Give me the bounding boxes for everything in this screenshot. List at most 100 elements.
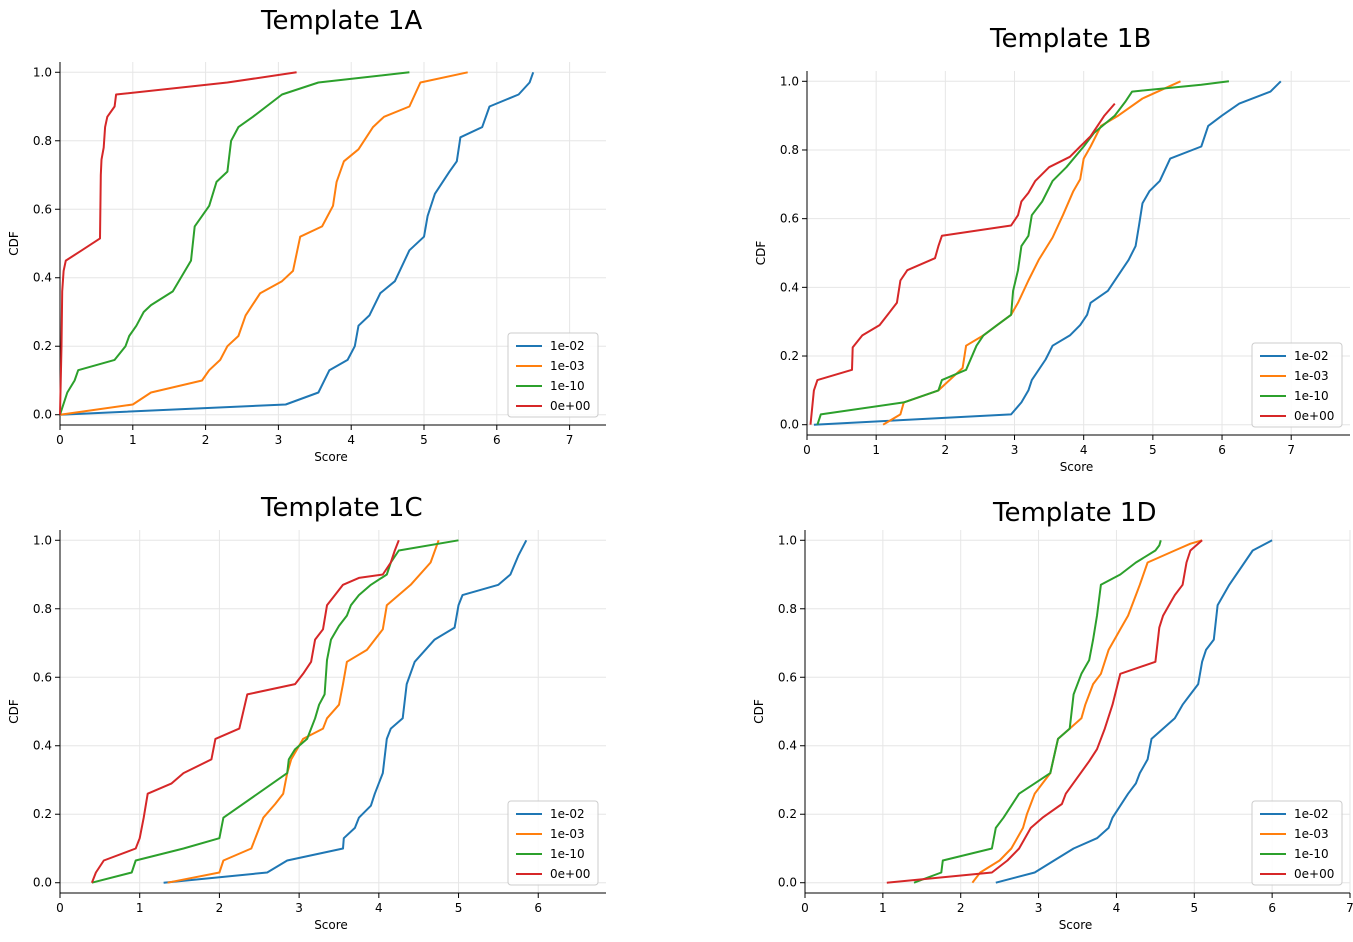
legend-entry: 0e+00 xyxy=(1294,867,1334,881)
chart-title: Template 1D xyxy=(993,498,1157,528)
series-lines xyxy=(809,80,1282,426)
y-tick-label: 0.0 xyxy=(33,876,52,890)
series-lines xyxy=(886,539,1273,884)
x-axis-label: Score xyxy=(1059,918,1093,932)
legend: 1e-02 1e-03 1e-10 0e+00 xyxy=(1251,342,1343,428)
x-tick-label: 5 xyxy=(420,433,428,447)
legend-entry: 1e-02 xyxy=(1294,807,1329,821)
legend-entry: 1e-02 xyxy=(1294,349,1329,363)
y-tick-label: 0.2 xyxy=(33,339,52,353)
series-line-1e-02 xyxy=(995,539,1273,884)
chart-title: Template 1A xyxy=(261,6,423,36)
x-tick-label: 6 xyxy=(1218,443,1226,457)
x-tick-label: 7 xyxy=(1346,901,1353,915)
panel-template-1a: Template 1A 0 1 2 3 4 5 6 7 0.0 0.2 0.4 0.6 0.8 1.0 Sc… xyxy=(0,0,676,471)
x-tick-label: 2 xyxy=(216,901,224,915)
x-tick-label: 4 xyxy=(1080,443,1088,457)
x-tick-label: 7 xyxy=(1287,443,1295,457)
y-tick-label: 0.0 xyxy=(778,876,797,890)
x-tick-label: 3 xyxy=(1011,443,1019,457)
x-tick-label: 1 xyxy=(136,901,144,915)
legend-entry: 1e-03 xyxy=(1294,827,1329,841)
legend-entry: 0e+00 xyxy=(550,399,590,413)
x-tick-label: 0 xyxy=(801,901,809,915)
x-tick-label: 5 xyxy=(1149,443,1157,457)
legend-entry: 1e-10 xyxy=(550,379,585,393)
chart-title: Template 1C xyxy=(261,493,423,523)
y-tick-label: 0.2 xyxy=(33,807,52,821)
x-tick-label: 1 xyxy=(129,433,137,447)
series-line-0e+00 xyxy=(809,102,1116,425)
y-axis-label: CDF xyxy=(7,231,21,256)
y-tick-label: 0.6 xyxy=(780,212,799,226)
series-line-0e+00 xyxy=(90,539,400,884)
x-tick-label: 6 xyxy=(534,901,542,915)
legend-entry: 0e+00 xyxy=(550,867,590,881)
legend-entry: 0e+00 xyxy=(1294,409,1334,423)
y-tick-label: 0.6 xyxy=(33,670,52,684)
y-axis-label: CDF xyxy=(752,699,766,724)
legend-entry: 1e-10 xyxy=(1294,847,1329,861)
x-tick-label: 7 xyxy=(566,433,574,447)
ticks: 0 1 2 3 4 5 6 7 0.0 0.2 0.4 0.6 0.8 1.0 xyxy=(33,65,574,447)
x-tick-label: 3 xyxy=(295,901,303,915)
legend-entry: 1e-03 xyxy=(550,359,585,373)
x-tick-label: 0 xyxy=(56,901,64,915)
series-line-1e-03 xyxy=(882,80,1181,426)
legend-box xyxy=(507,332,599,418)
series-line-1e-10 xyxy=(913,540,1162,884)
x-axis-label: Score xyxy=(1060,460,1094,474)
y-tick-label: 0.8 xyxy=(33,134,52,148)
x-tick-label: 6 xyxy=(1268,901,1276,915)
y-tick-label: 0.0 xyxy=(33,408,52,422)
y-tick-label: 1.0 xyxy=(778,533,797,547)
cdf-chart-1b: 0 1 2 3 4 5 6 70.00.20.40.60.81.0ScoreCDF1e-021… xyxy=(754,71,1350,474)
panel-template-1c: Template 1C 0 1 2 3 4 5 6 0.0 0.2 0.4 0.6 0.8 1.0 Sco… xyxy=(0,0,676,942)
y-tick-label: 1.0 xyxy=(33,65,52,79)
x-tick-label: 1 xyxy=(879,901,887,915)
series-line-1e-03 xyxy=(59,71,468,416)
y-axis-label: CDF xyxy=(7,699,21,724)
ticks: 0 1 2 3 4 5 6 7 0.0 0.2 0.4 0.6 0.8 1.0 xyxy=(778,533,1353,915)
y-tick-label: 0.8 xyxy=(780,143,799,157)
legend-entry: 1e-10 xyxy=(1294,389,1329,403)
series-line-1e-10 xyxy=(816,80,1230,426)
x-tick-label: 3 xyxy=(275,433,283,447)
chart-title: Template 1B xyxy=(990,24,1152,54)
x-tick-label: 4 xyxy=(1113,901,1121,915)
series-line-0e+00 xyxy=(59,71,297,415)
y-axis-label: CDF xyxy=(754,241,768,266)
x-tick-label: 2 xyxy=(942,443,950,457)
series-lines xyxy=(59,71,535,416)
series-line-1e-03 xyxy=(971,539,1203,884)
series-line-1e-10 xyxy=(91,539,459,884)
y-tick-label: 0.4 xyxy=(778,739,797,753)
series-line-1e-03 xyxy=(167,539,440,884)
x-axis-label: Score xyxy=(314,918,348,932)
x-tick-label: 1 xyxy=(872,443,880,457)
x-axis-label: Score xyxy=(314,450,348,464)
x-tick-label: 0 xyxy=(803,443,811,457)
series-lines xyxy=(90,539,528,884)
legend-entry: 1e-03 xyxy=(1294,369,1329,383)
y-tick-label: 0.6 xyxy=(778,670,797,684)
legend-entry: 1e-02 xyxy=(550,339,585,353)
x-tick-label: 4 xyxy=(347,433,355,447)
cdf-chart-1c: 0 1 2 3 4 5 60.00.20.40.60.81.0ScoreCDF1e-021e… xyxy=(7,530,606,932)
y-tick-label: 0.0 xyxy=(780,418,799,432)
series-line-1e-02 xyxy=(59,71,535,416)
grid xyxy=(804,530,1351,893)
y-tick-label: 1.0 xyxy=(33,533,52,547)
legend-box xyxy=(1251,342,1343,428)
legend: 1e-02 1e-03 1e-10 0e+00 xyxy=(507,332,599,418)
x-tick-label: 0 xyxy=(56,433,64,447)
x-tick-label: 6 xyxy=(493,433,501,447)
y-tick-label: 0.2 xyxy=(778,807,797,821)
cdf-chart-1a: 0 1 2 3 4 5 6 70.00.20.40.60.81.0ScoreCDF1e-021… xyxy=(7,62,606,464)
panel-template-1b: Template 1B 0 1 2 3 4 5 6 7 0.0 0.2 0.4 0.6 0.8 1.0 Sc… xyxy=(754,24,1350,474)
series-line-1e-02 xyxy=(163,539,528,884)
y-tick-label: 0.4 xyxy=(33,271,52,285)
y-tick-label: 0.8 xyxy=(778,602,797,616)
ticks: 0 1 2 3 4 5 6 7 0.0 0.2 0.4 0.6 0.8 1.0 xyxy=(780,74,1295,457)
